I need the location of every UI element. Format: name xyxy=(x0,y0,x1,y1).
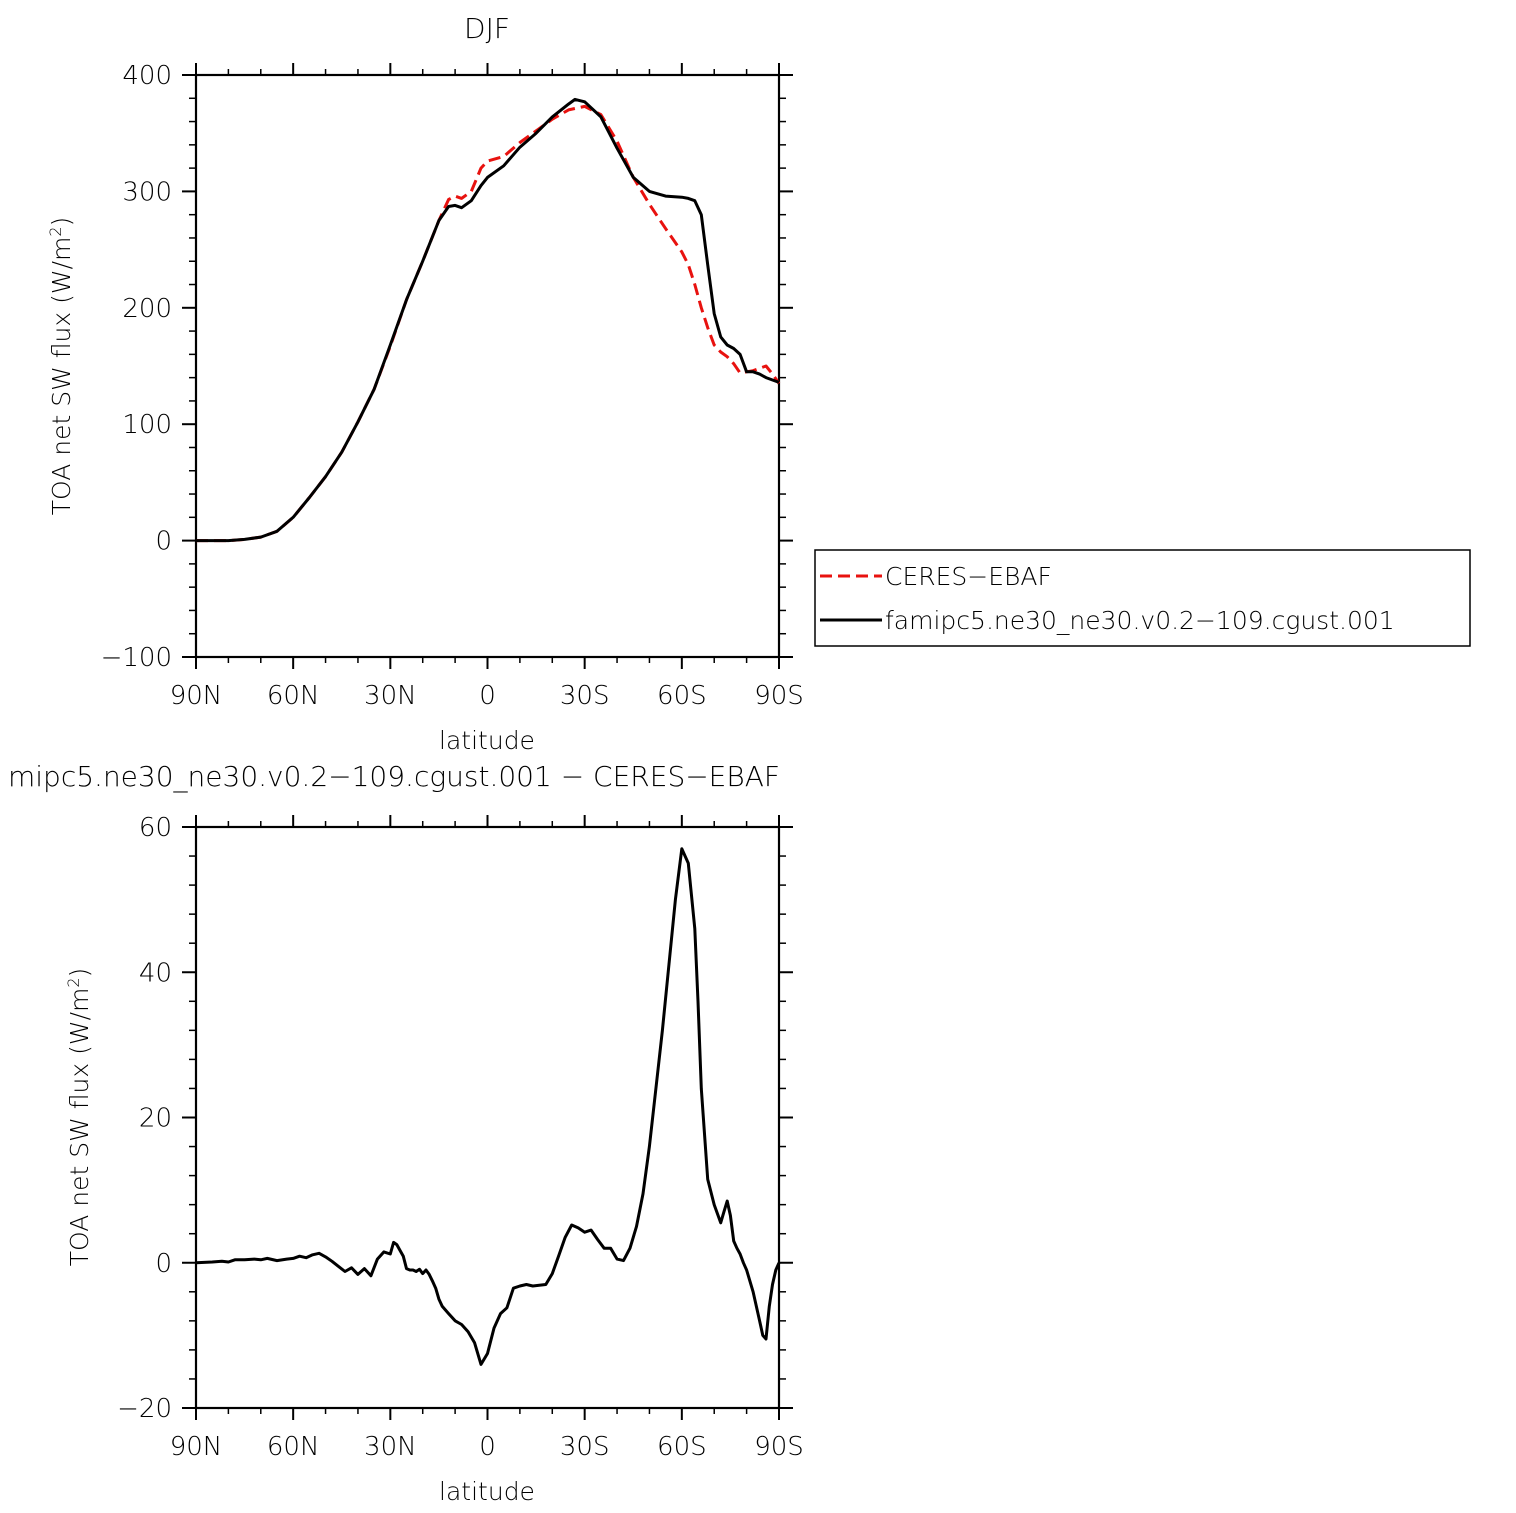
legend-box xyxy=(814,549,1471,647)
bottom-series-line-0 xyxy=(195,847,781,1366)
top-chart-title: DJF xyxy=(464,12,510,45)
top-x-tick-label: 60S xyxy=(657,681,707,711)
top-series-line-0 xyxy=(196,104,781,543)
top-plot-frame xyxy=(194,73,781,659)
bottom-x-tick-label: 0 xyxy=(479,1432,496,1462)
bottom-y-tick-label: 20 xyxy=(139,1104,172,1134)
top-y-tick-label: 400 xyxy=(122,61,172,91)
top-x-tick-label: 90N xyxy=(170,681,223,711)
bottom-x-tick-label: 90N xyxy=(170,1432,223,1462)
bottom-x-tick-label: 90S xyxy=(754,1432,804,1462)
top-x-tick-label: 0 xyxy=(479,681,496,711)
bottom-ticks: 90N 60N 30N 0 30S 60S 90S −20 0 20 40 60 xyxy=(117,813,804,1462)
bottom-x-axis-label: latitude xyxy=(439,1477,535,1506)
bottom-series-group xyxy=(195,847,781,1366)
bottom-y-tick-label: 0 xyxy=(155,1249,172,1279)
top-x-tick-label: 60N xyxy=(267,681,320,711)
bottom-plot-frame xyxy=(194,825,781,1410)
bottom-x-tick-label: 30S xyxy=(560,1432,610,1462)
bottom-y-tick-label: 60 xyxy=(139,813,172,843)
top-x-axis-label: latitude xyxy=(439,726,535,755)
top-x-tick-label: 30N xyxy=(364,681,417,711)
top-y-tick-label: 0 xyxy=(155,527,172,557)
bottom-y-axis-label: TOA net SW flux (W/m2) xyxy=(64,968,94,1267)
top-panel: DJF 90N 60N 30N 0 30S 60S 90S −100 0 100 200 300 400… xyxy=(46,12,804,755)
legend-label-ceres: CERES−EBAF xyxy=(885,562,1052,591)
bottom-panel: mipc5.ne30_ne30.v0.2−109.cgust.001 − CER… xyxy=(8,760,804,1506)
top-series-group xyxy=(196,97,781,543)
top-y-axis-label: TOA net SW flux (W/m2) xyxy=(46,217,76,516)
bottom-y-tick-label: 40 xyxy=(139,958,172,988)
bottom-x-tick-label: 60N xyxy=(267,1432,320,1462)
top-x-tick-label: 90S xyxy=(754,681,804,711)
top-y-tick-label: 200 xyxy=(122,294,172,324)
legend: CERES−EBAF famipc5.ne30_ne30.v0.2−109.cg… xyxy=(814,549,1471,647)
top-y-tick-label: 300 xyxy=(122,177,172,207)
bottom-y-tick-label: −20 xyxy=(117,1394,172,1424)
top-series-line-1 xyxy=(196,97,780,543)
bottom-x-tick-label: 30N xyxy=(364,1432,417,1462)
top-y-tick-label: 100 xyxy=(122,410,172,440)
bottom-x-tick-label: 60S xyxy=(657,1432,707,1462)
legend-label-model: famipc5.ne30_ne30.v0.2−109.cgust.001 xyxy=(885,606,1395,635)
top-y-tick-label: −100 xyxy=(101,643,172,673)
bottom-chart-title: mipc5.ne30_ne30.v0.2−109.cgust.001 − CER… xyxy=(8,760,780,794)
top-x-tick-label: 30S xyxy=(560,681,610,711)
top-ticks: 90N 60N 30N 0 30S 60S 90S −100 0 100 200 300 400 xyxy=(101,61,804,711)
